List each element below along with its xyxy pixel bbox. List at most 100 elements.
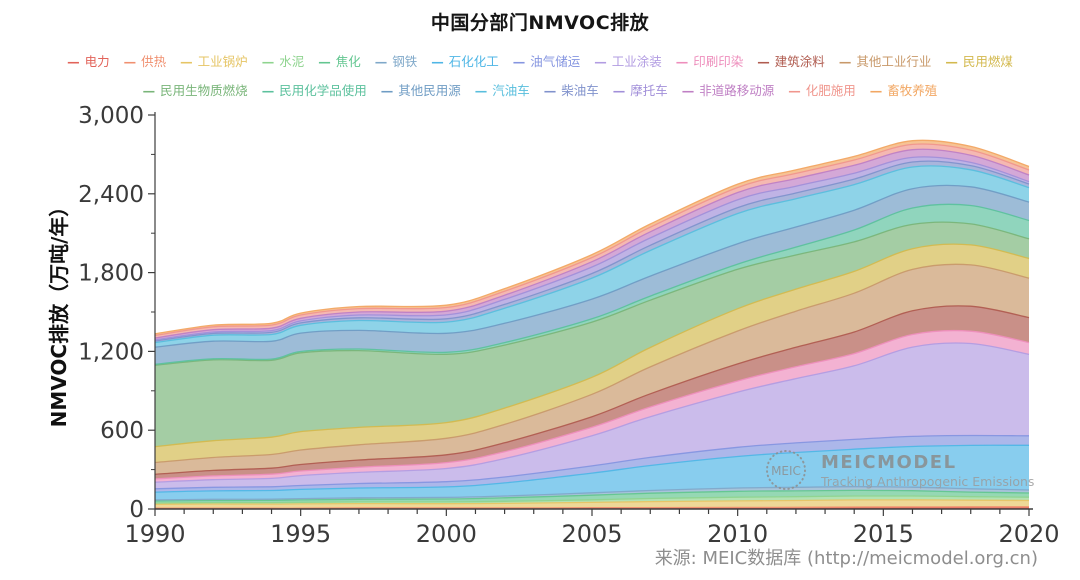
legend-label: 工业锅炉 (197, 54, 248, 69)
series-line-16 (154, 165, 1030, 344)
series-line-2 (154, 499, 1030, 505)
legend-dash-icon: — (675, 54, 689, 69)
legend-dash-icon: — (512, 54, 526, 69)
series-line-4 (154, 489, 1030, 502)
series-line-19 (154, 148, 1030, 339)
legend-label: 民用化学品使用 (279, 83, 367, 98)
series-line-18 (154, 156, 1030, 341)
legend-label: 供热 (141, 54, 167, 69)
legend-dash-icon: — (261, 54, 275, 69)
legend-label: 工业涂装 (611, 54, 662, 69)
source-note: 来源: MEIC数据库 (http://meicmodel.org.cn) (654, 548, 1038, 569)
series-line-20 (154, 143, 1030, 337)
series-area-6[interactable] (155, 445, 1029, 500)
chart-title: 中国分部门NMVOC排放 (430, 12, 650, 34)
legend-item-13[interactable]: — 民用生物质燃烧 (143, 76, 248, 105)
series-area-12[interactable] (155, 244, 1029, 463)
y-tick-label: 600 (100, 418, 144, 444)
series-line-14 (154, 203, 1030, 365)
legend-label: 建筑涂料 (774, 54, 825, 69)
legend-item-19[interactable]: — 非道路移动源 (682, 76, 775, 105)
series-area-10[interactable] (155, 305, 1029, 479)
series-area-14[interactable] (155, 204, 1029, 366)
x-tick-label: 2020 (998, 520, 1059, 548)
legend-dash-icon: — (374, 54, 388, 69)
legend-item-2[interactable]: — 工业锅炉 (180, 47, 248, 76)
watermark-name: MEICMODEL (821, 451, 957, 473)
legend-label: 其他工业行业 (856, 54, 932, 69)
series-line-6 (154, 444, 1030, 493)
legend-dash-icon: — (543, 83, 557, 98)
legend-item-6[interactable]: — 石化化工 (431, 47, 499, 76)
legend-item-5[interactable]: — 钢铁 (375, 47, 418, 76)
legend-item-4[interactable]: — 焦化 (318, 47, 361, 76)
series-line-15 (154, 184, 1030, 348)
legend-item-11[interactable]: — 其他工业行业 (839, 47, 932, 76)
series-line-8 (154, 342, 1030, 483)
legend-dash-icon: — (123, 54, 137, 69)
series-area-2[interactable] (155, 499, 1029, 509)
y-tick-label: 3,000 (78, 103, 144, 129)
series-area-11[interactable] (155, 264, 1029, 475)
x-tick-label: 1990 (124, 520, 185, 548)
legend-label: 焦化 (335, 54, 361, 69)
legend-item-1[interactable]: — 供热 (124, 47, 167, 76)
legend-dash-icon: — (788, 83, 801, 98)
legend-label: 电力 (84, 54, 110, 69)
legend-item-14[interactable]: — 民用化学品使用 (262, 76, 367, 105)
legend-item-9[interactable]: — 印刷印染 (676, 47, 744, 76)
legend-dash-icon: — (594, 54, 607, 69)
meic-logo-icon: MEIC (766, 450, 806, 490)
series-area-15[interactable] (155, 185, 1029, 365)
legend-label: 水泥 (279, 54, 305, 69)
legend-label: 畜牧养殖 (887, 83, 938, 98)
legend-item-3[interactable]: — 水泥 (262, 47, 305, 76)
legend-item-16[interactable]: — 汽油车 (475, 76, 530, 105)
legend-dash-icon: — (474, 83, 488, 98)
y-tick-label: 1,800 (78, 261, 144, 287)
legend-item-0[interactable]: — 电力 (67, 47, 110, 76)
legend-dash-icon: — (261, 83, 275, 98)
x-tick-label: 2000 (416, 520, 477, 548)
legend-dash-icon: — (945, 54, 958, 69)
series-line-9 (154, 329, 1030, 480)
axes: 0 600 1,200 1,800 2,400 3,000 1990 1995 2000 2005… (47, 103, 1060, 548)
series-area-8[interactable] (155, 343, 1029, 489)
watermark-text: MEICMODEL Tracking Anthropogenic Emissio… (821, 452, 1034, 489)
series-area-9[interactable] (155, 330, 1029, 483)
series-line-3 (154, 495, 1030, 504)
legend-item-21[interactable]: — 畜牧养殖 (870, 76, 938, 105)
legend-label: 民用生物质燃烧 (160, 83, 248, 98)
legend-dash-icon: — (67, 54, 80, 69)
legend-dash-icon: — (180, 54, 193, 69)
y-tick-label: 2,400 (78, 182, 144, 208)
legend-label: 汽油车 (492, 83, 530, 98)
legend-dash-icon: — (869, 83, 883, 98)
legend-item-12[interactable]: — 民用燃煤 (945, 47, 1013, 76)
legend-item-18[interactable]: — 摩托车 (613, 76, 668, 105)
series-line-5 (154, 486, 1030, 501)
legend-label: 非道路移动源 (699, 83, 775, 98)
x-tick-label: 1995 (270, 520, 331, 548)
meic-logo-text: MEIC (771, 464, 801, 478)
legend-item-20[interactable]: — 化肥施用 (788, 76, 856, 105)
legend-item-15[interactable]: — 其他民用源 (381, 76, 461, 105)
legend-item-7[interactable]: — 油气储运 (513, 47, 581, 76)
series-line-11 (154, 263, 1030, 464)
y-tick-label: 0 (129, 497, 144, 523)
legend-label: 印刷印染 (693, 54, 744, 69)
x-tick-label: 2005 (561, 520, 622, 548)
series-area-13[interactable] (155, 222, 1029, 447)
series-line-17 (154, 160, 1030, 342)
series-area-16[interactable] (155, 165, 1029, 348)
x-tick-label: 2015 (853, 520, 914, 548)
legend-item-8[interactable]: — 工业涂装 (594, 47, 662, 76)
legend-label: 民用燃煤 (962, 54, 1013, 69)
series-line-13 (154, 221, 1030, 366)
legend-item-10[interactable]: — 建筑涂料 (757, 47, 825, 76)
series-area-7[interactable] (155, 435, 1029, 493)
legend-dash-icon: — (757, 54, 770, 69)
legend-item-17[interactable]: — 柴油车 (544, 76, 599, 105)
